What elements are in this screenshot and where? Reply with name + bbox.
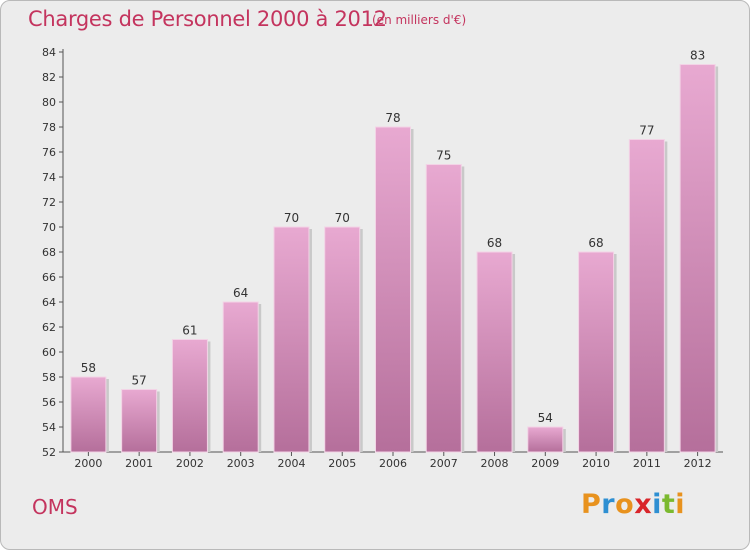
x-tick-label: 2005 <box>328 457 356 470</box>
y-tick-label: 74 <box>42 171 56 184</box>
bar-2009[interactable] <box>527 426 564 453</box>
logo-letter: P <box>581 489 602 520</box>
y-tick-label: 68 <box>42 246 56 259</box>
logo-letter: t <box>661 489 676 520</box>
x-tick-label: 2004 <box>277 457 305 470</box>
data-label: 75 <box>436 149 451 163</box>
x-tick-label: 2010 <box>582 457 610 470</box>
data-label: 78 <box>385 111 400 125</box>
bar-2008[interactable] <box>476 251 513 453</box>
logo-letter: o <box>615 489 635 520</box>
logo-letter: i <box>675 489 686 520</box>
y-tick-label: 54 <box>42 421 56 434</box>
bar-2006[interactable] <box>375 126 411 453</box>
x-tick-label: 2007 <box>430 457 458 470</box>
y-tick-label: 64 <box>42 296 56 309</box>
data-label: 70 <box>335 211 350 225</box>
y-tick-label: 52 <box>42 446 56 459</box>
x-tick-label: 2006 <box>379 457 407 470</box>
logo-letter: x <box>634 489 653 520</box>
x-tick-label: 2012 <box>684 457 712 470</box>
bar-2003[interactable] <box>222 301 259 453</box>
data-label: 83 <box>690 49 705 63</box>
proxiti-logo[interactable]: Proxiti <box>581 489 685 520</box>
bar-2011[interactable] <box>628 139 665 453</box>
y-tick-label: 84 <box>42 46 56 59</box>
data-label: 57 <box>132 374 147 388</box>
bar-2007[interactable] <box>425 164 462 453</box>
data-label: 68 <box>487 236 502 250</box>
bar-2000[interactable] <box>70 376 107 453</box>
chart-title: Charges de Personnel 2000 à 2012 <box>28 7 387 31</box>
city-name: OMS <box>32 495 78 519</box>
bar-2005[interactable] <box>324 226 361 453</box>
data-label: 58 <box>81 361 96 375</box>
y-tick-label: 70 <box>42 221 56 234</box>
y-tick-label: 66 <box>42 271 56 284</box>
chart-subtitle: (en milliers d'€) <box>372 13 467 27</box>
bar-2002[interactable] <box>171 339 208 453</box>
data-label: 64 <box>233 286 248 300</box>
y-tick-label: 60 <box>42 346 56 359</box>
bar-2004[interactable] <box>273 226 310 453</box>
data-label: 68 <box>588 236 603 250</box>
y-tick-label: 58 <box>42 371 56 384</box>
x-tick-label: 2001 <box>125 457 153 470</box>
y-tick-label: 82 <box>42 71 56 84</box>
bar-2012[interactable] <box>679 64 716 453</box>
data-label: 54 <box>538 411 553 425</box>
y-tick-label: 56 <box>42 396 56 409</box>
x-tick-label: 2002 <box>176 457 204 470</box>
bar-2001[interactable] <box>121 389 158 453</box>
data-label: 61 <box>182 324 197 338</box>
y-tick-label: 80 <box>42 96 56 109</box>
x-tick-label: 2009 <box>531 457 559 470</box>
y-tick-label: 78 <box>42 121 56 134</box>
x-tick-label: 2008 <box>481 457 509 470</box>
y-tick-label: 76 <box>42 146 56 159</box>
data-label: 77 <box>639 124 654 138</box>
bar-2010[interactable] <box>578 251 615 453</box>
data-label: 70 <box>284 211 299 225</box>
logo-letter: i <box>652 489 662 520</box>
x-tick-label: 2000 <box>74 457 102 470</box>
y-tick-label: 72 <box>42 196 56 209</box>
y-tick-label: 62 <box>42 321 56 334</box>
x-tick-label: 2011 <box>633 457 661 470</box>
logo-letter: r <box>601 489 616 520</box>
x-tick-label: 2003 <box>227 457 255 470</box>
